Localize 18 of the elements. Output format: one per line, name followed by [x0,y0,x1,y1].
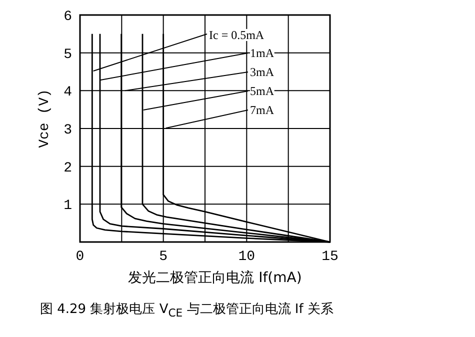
annotation: 3mA [250,65,274,79]
y-tick-label: 1 [64,198,72,214]
y-axis-title: Vce (V) [37,89,53,148]
x-tick-label: 0 [76,249,84,265]
x-tick-label: 5 [159,249,168,265]
annotation: Ic = 0.5mA [209,28,264,42]
annotation: 7mA [250,103,274,117]
annotation: 5mA [250,84,274,98]
annotation: 1mA [250,46,274,60]
y-tick-label: 5 [64,46,72,63]
y-tick-label: 4 [64,84,72,101]
y-tick-label: 3 [64,122,72,138]
y-tick-label: 2 [64,160,72,176]
x-axis-title: 发光二极管正向电流 If(mA) [128,270,302,286]
caption: 图 4.29 集射极电压 V$_{CE}$ 与二极管正向电流 If 关系 [40,301,334,320]
x-tick-label: 15 [322,249,338,265]
y-tick-label: 6 [64,9,72,25]
x-tick-label: 10 [238,249,256,265]
